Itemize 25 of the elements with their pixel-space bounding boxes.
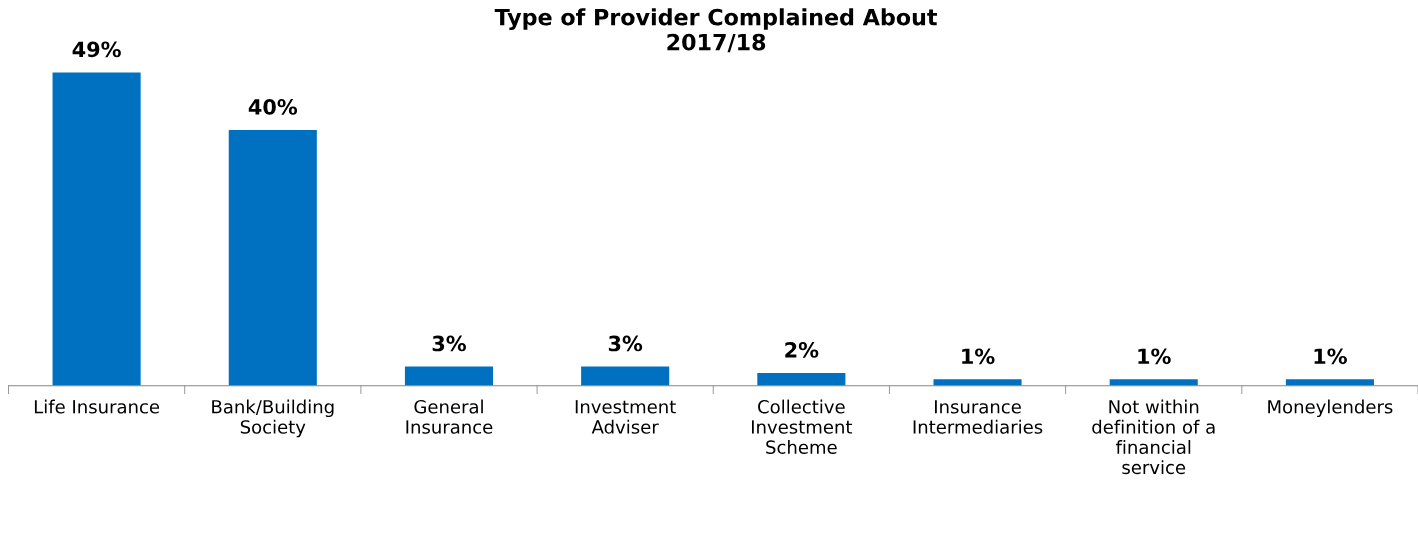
data-label: 1% xyxy=(962,348,995,365)
chart-title: Type of Provider Complained About 2017/18 xyxy=(494,8,938,53)
data-label: 40% xyxy=(248,99,298,115)
x-tick-label: Insurance Intermediaries xyxy=(913,400,1043,434)
bar xyxy=(933,379,1022,386)
data-label: 1% xyxy=(1314,348,1347,365)
x-tick-label: Bank/Building Society xyxy=(212,399,334,438)
x-tick-label: Investment Adviser xyxy=(575,400,676,434)
data-label: 2% xyxy=(785,342,819,358)
bar xyxy=(52,72,141,386)
bar xyxy=(1285,379,1374,386)
data-label: 3% xyxy=(432,335,466,352)
bar xyxy=(228,129,317,386)
x-tick-label: Collective Investment Scheme xyxy=(751,399,853,454)
bar xyxy=(1109,379,1198,386)
x-tick-label: Life Insurance xyxy=(34,399,160,414)
data-label: 3% xyxy=(608,335,643,352)
data-label: 49% xyxy=(72,41,121,58)
x-tick-label: Not within definition of a financial service xyxy=(1092,399,1215,475)
data-label: 1% xyxy=(1138,348,1171,365)
bar xyxy=(581,366,670,386)
x-tick-label: Moneylenders xyxy=(1268,399,1393,418)
bar xyxy=(757,372,846,386)
x-tick-label: General Insurance xyxy=(406,399,493,434)
bar xyxy=(404,366,494,386)
